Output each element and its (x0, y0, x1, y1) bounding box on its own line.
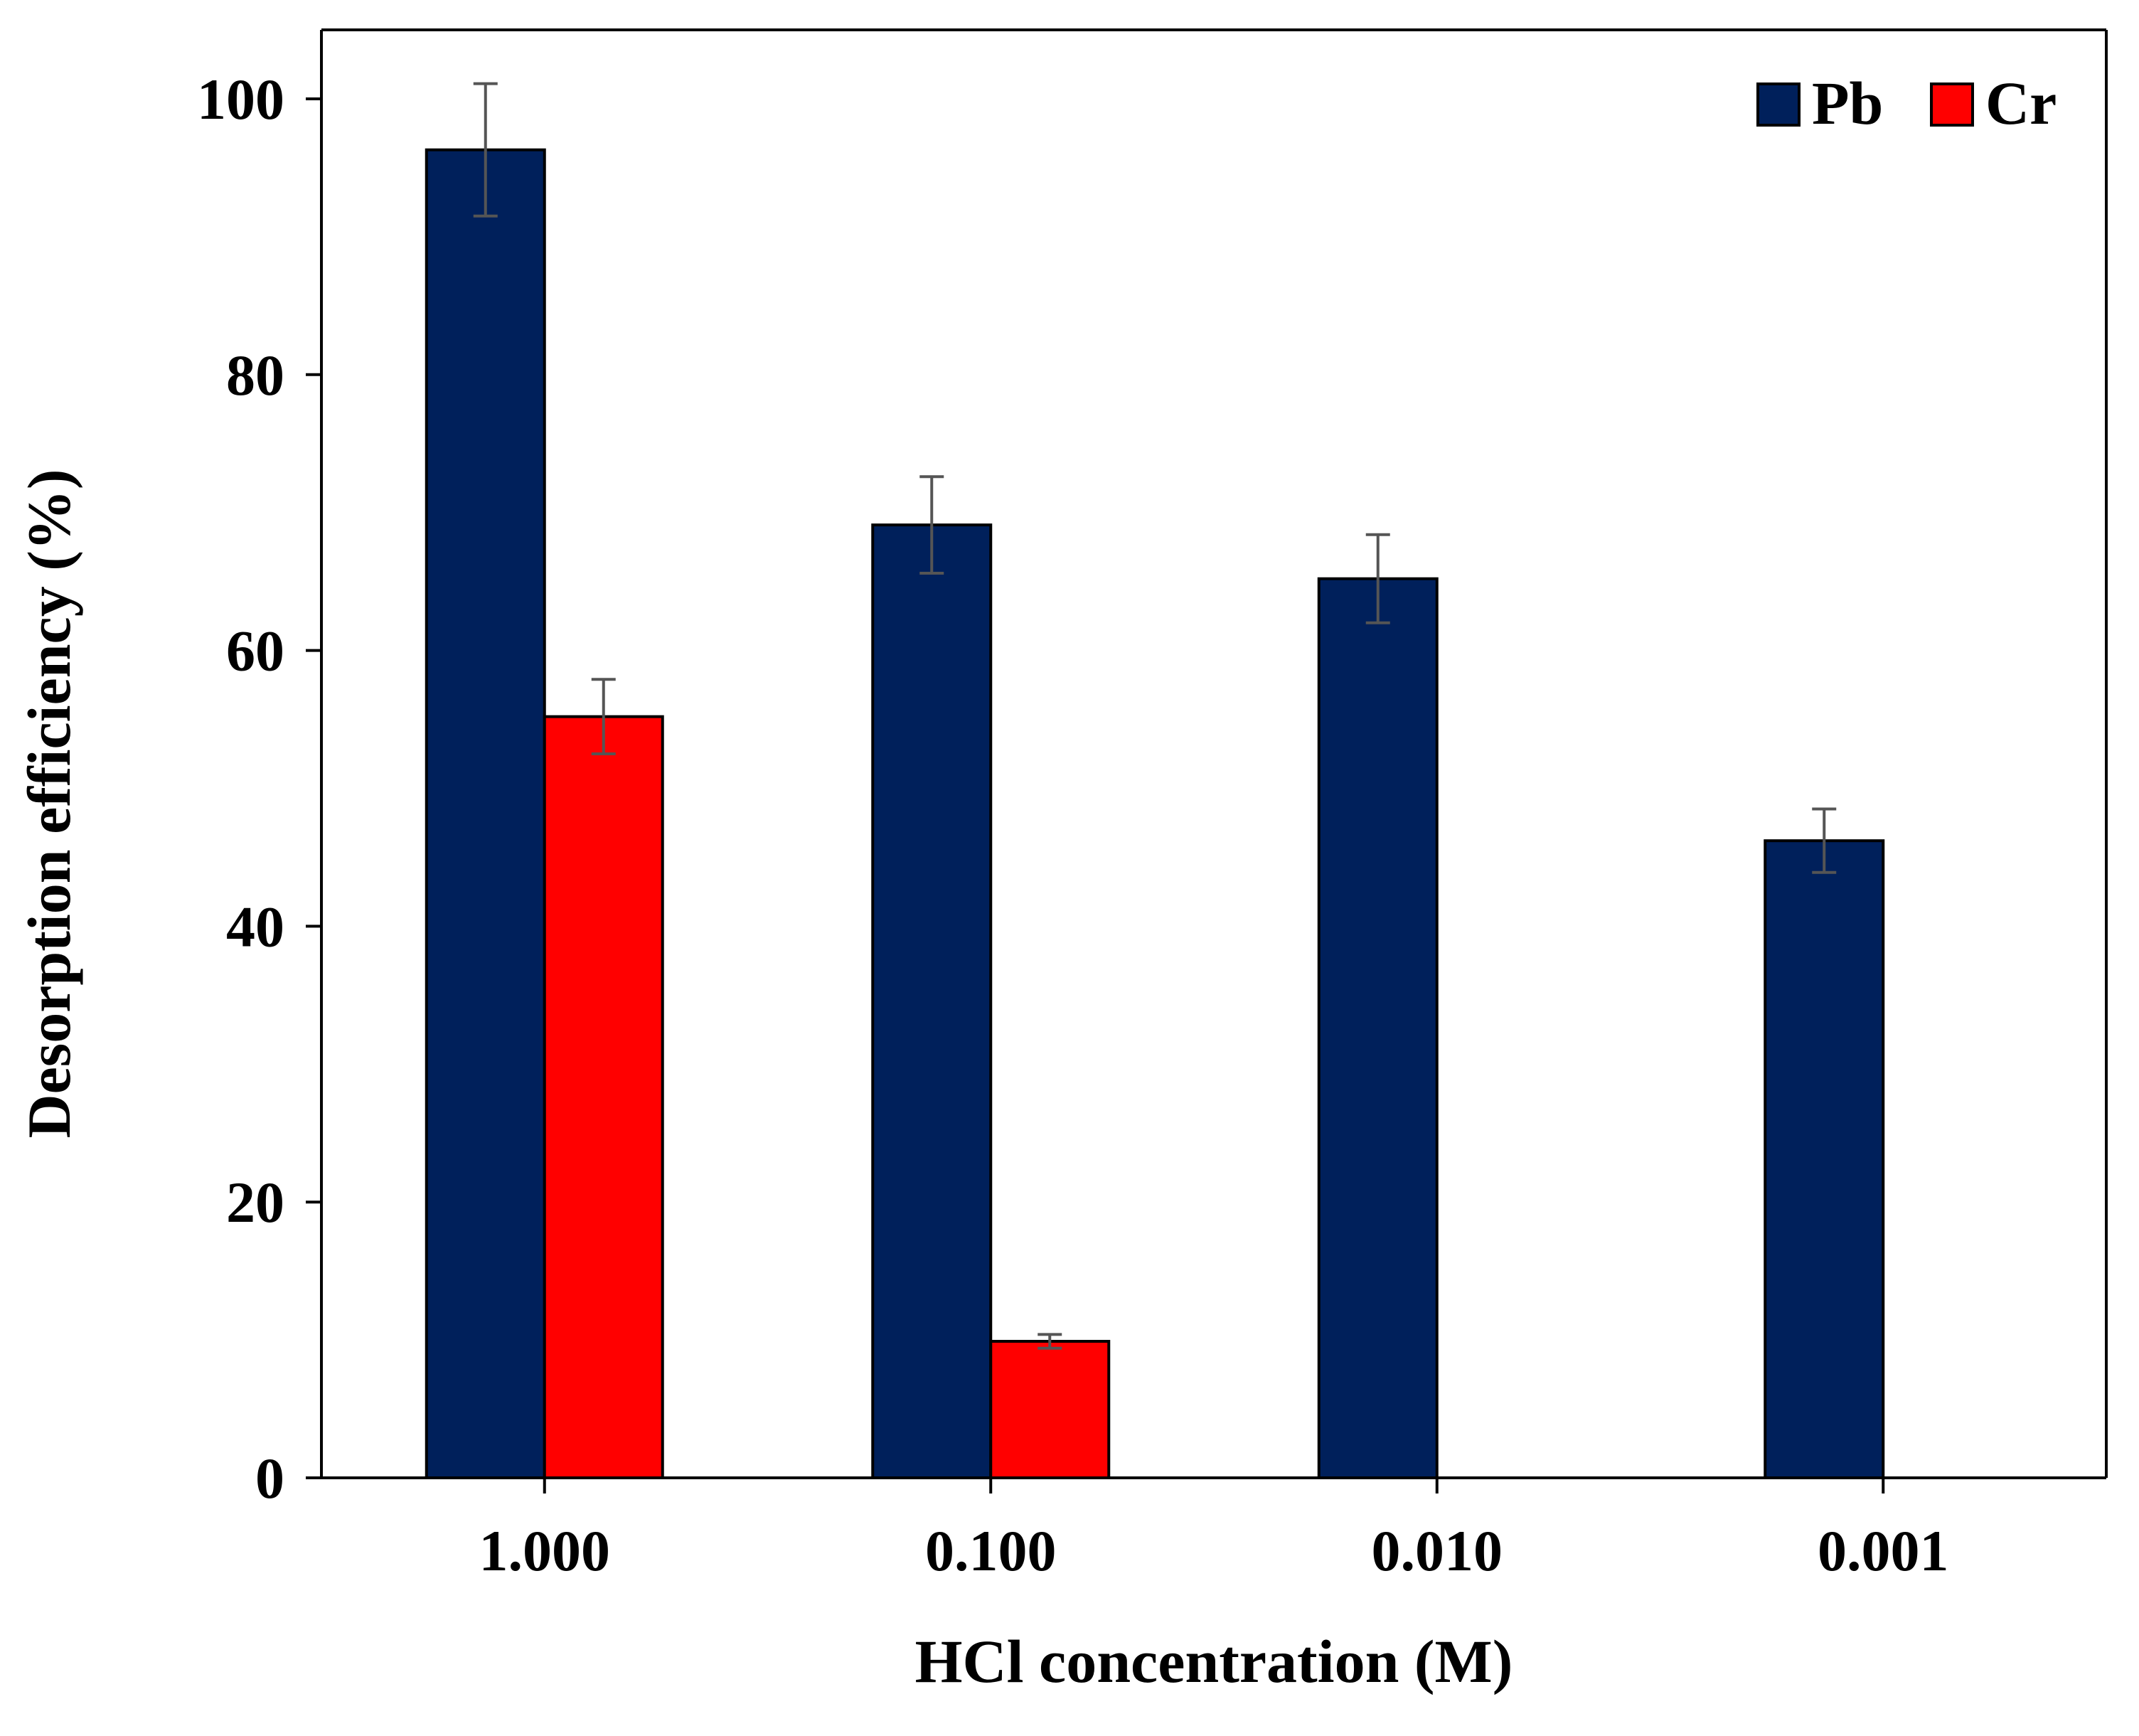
x-tick-label-0.100: 0.100 (925, 1518, 1057, 1583)
y-tick-label-0: 0 (255, 1446, 284, 1511)
bars-layer (425, 148, 1885, 1480)
error-bar-pb-0.100 (919, 475, 944, 575)
x-tick-label-0.001: 0.001 (1818, 1518, 1949, 1583)
bar-cr-1.000 (543, 715, 664, 1479)
y-axis-title: Desorption efficiency (%) (15, 469, 83, 1139)
y-tick-label-80: 80 (226, 343, 284, 408)
axes-layer (320, 28, 2108, 1479)
error-bars-layer (473, 82, 1837, 1350)
x-axis-title: HCl concentration (M) (915, 1627, 1513, 1695)
error-bar-pb-1.000 (473, 82, 498, 218)
legend-item-cr: Cr (1930, 69, 2057, 137)
error-bar-pb-0.001 (1812, 807, 1837, 874)
bar-pb-1.000 (425, 148, 546, 1479)
error-bar-cr-0.100 (1038, 1333, 1062, 1350)
y-tick-label-100: 100 (197, 67, 284, 132)
legend-swatch-pb (1756, 82, 1801, 127)
error-bar-cr-1.000 (591, 678, 616, 755)
legend-label-cr: Cr (1985, 69, 2057, 137)
x-tick-label-0.010: 0.010 (1372, 1518, 1503, 1583)
bar-pb-0.100 (871, 523, 993, 1480)
x-tick-label-1.000: 1.000 (479, 1518, 611, 1583)
legend-label-pb: Pb (1812, 69, 1883, 137)
error-bar-pb-0.010 (1365, 533, 1390, 624)
legend: Pb Cr (1756, 69, 2057, 137)
y-tick-label-60: 60 (226, 619, 284, 683)
bar-pb-0.010 (1317, 577, 1439, 1479)
ticks-layer: 0 20 40 60 80 100 1.000 0.100 0.010 0.001 (197, 67, 1949, 1583)
bar-pb-0.001 (1764, 839, 1885, 1480)
legend-swatch-cr (1930, 82, 1974, 127)
y-tick-label-40: 40 (226, 894, 284, 959)
legend-item-pb: Pb (1756, 69, 1883, 137)
y-tick-label-20: 20 (226, 1170, 284, 1235)
bar-cr-0.100 (989, 1340, 1111, 1480)
